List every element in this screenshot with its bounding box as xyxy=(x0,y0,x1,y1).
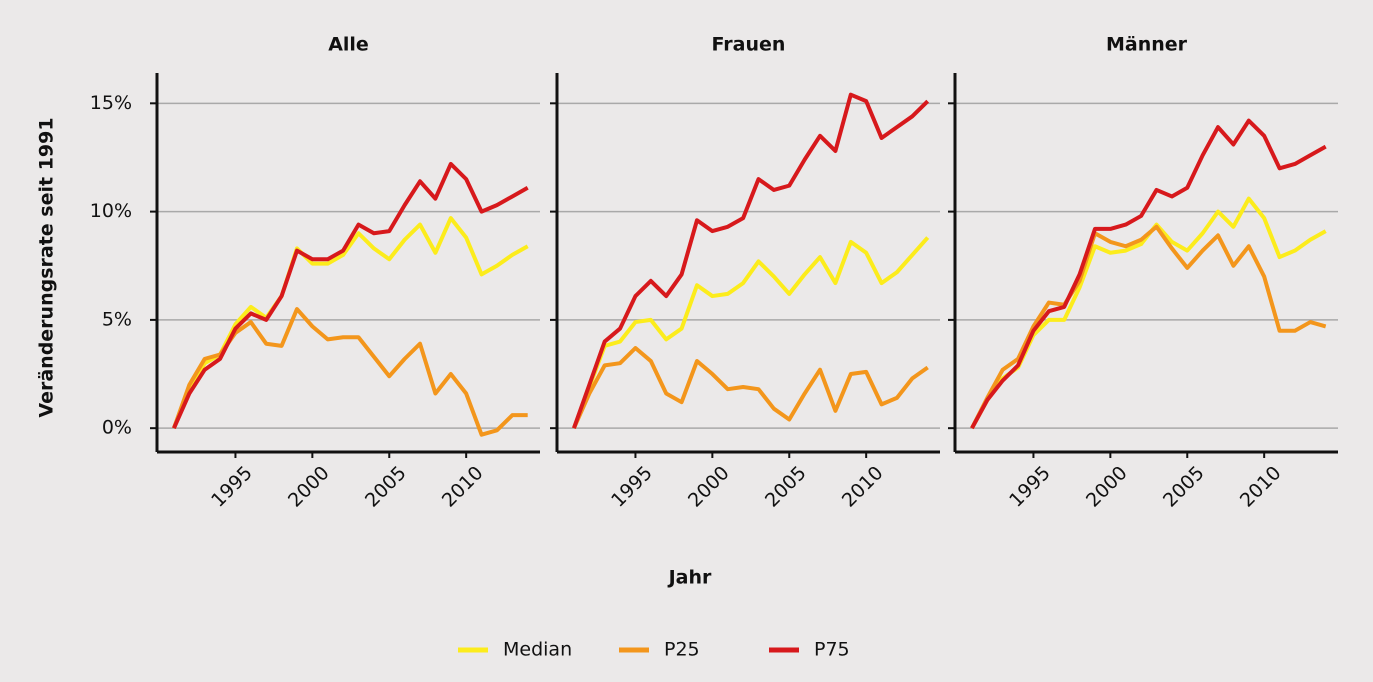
legend-label: P75 xyxy=(814,639,850,661)
series-line xyxy=(572,346,929,429)
x-axis-label: Jahr xyxy=(667,567,712,589)
legend-label: P25 xyxy=(664,639,700,661)
series-line xyxy=(172,161,529,429)
y-tick-label: 10% xyxy=(90,200,132,222)
facet-title: Alle xyxy=(328,34,369,56)
legend-label: Median xyxy=(503,639,572,661)
facet-title: Frauen xyxy=(712,34,786,56)
y-tick-label: 5% xyxy=(102,308,132,330)
y-axis-label: Veränderungsrate seit 1991 xyxy=(36,117,58,417)
series-line xyxy=(970,118,1327,430)
series-line xyxy=(572,236,930,429)
series-line xyxy=(572,92,930,429)
y-tick-label: 0% xyxy=(102,417,132,439)
facet-title: Männer xyxy=(1106,34,1188,56)
y-tick-label: 15% xyxy=(90,92,132,114)
